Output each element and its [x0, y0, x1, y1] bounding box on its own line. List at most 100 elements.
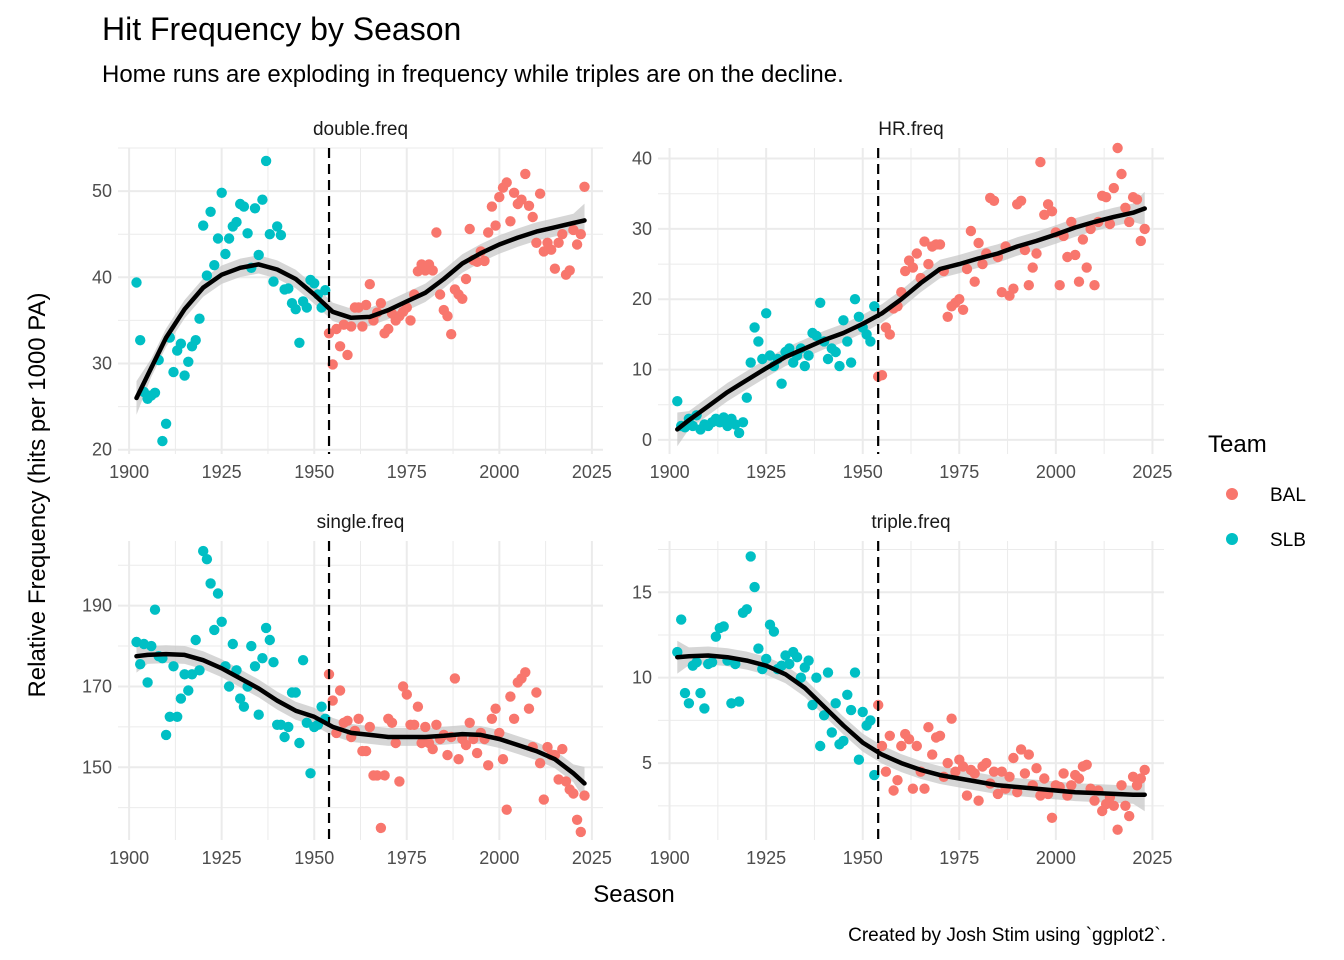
point-slb	[710, 631, 722, 642]
point-slb	[842, 336, 853, 347]
panels: 1900 1925 1950 1975 2000 202520304050double.f…	[82, 119, 1172, 868]
legend-title: Team	[1208, 431, 1267, 458]
point-bal	[1124, 216, 1135, 228]
point-slb	[857, 706, 868, 718]
point-slb	[179, 370, 190, 381]
point-bal	[1066, 780, 1077, 791]
x-tick-label: 2025	[572, 462, 612, 482]
point-slb	[168, 366, 179, 378]
point-slb	[183, 356, 194, 367]
point-slb	[264, 634, 275, 646]
x-tick-label: 2025	[572, 848, 612, 868]
point-bal	[1073, 773, 1085, 784]
point-bal	[927, 749, 938, 760]
point-slb	[679, 687, 691, 699]
point-bal	[397, 681, 409, 692]
y-tick-label: 20	[632, 289, 652, 309]
x-tick-label: 1950	[843, 462, 883, 482]
point-bal	[907, 783, 919, 794]
point-bal	[1031, 248, 1042, 259]
y-tick-label: 30	[632, 219, 652, 239]
point-bal	[542, 741, 553, 753]
point-bal	[1062, 251, 1073, 263]
point-bal	[892, 775, 903, 786]
y-tick-label: 190	[82, 596, 112, 616]
point-bal	[988, 766, 1000, 777]
point-slb	[235, 693, 246, 704]
point-bal	[934, 239, 946, 250]
point-slb	[260, 155, 272, 167]
point-slb	[830, 346, 841, 358]
smooth-line	[675, 206, 1147, 432]
point-bal	[996, 766, 1007, 777]
point-bal	[534, 188, 546, 199]
smooth-line	[134, 651, 587, 786]
x-axis-title: Season	[593, 881, 674, 908]
point-slb	[761, 308, 772, 319]
point-bal	[571, 814, 583, 825]
point-bal	[420, 721, 431, 733]
x-tick-label: 1900	[109, 462, 149, 482]
point-bal	[1004, 771, 1015, 782]
point-bal	[1035, 156, 1046, 168]
point-slb	[803, 655, 814, 666]
point-slb	[238, 701, 250, 712]
point-bal	[497, 754, 509, 765]
point-bal	[1124, 810, 1135, 822]
point-slb	[815, 297, 826, 308]
point-bal	[479, 255, 490, 267]
point-bal	[434, 289, 446, 300]
point-slb	[179, 669, 190, 680]
point-bal	[1054, 280, 1065, 291]
point-bal	[379, 770, 390, 781]
point-bal	[973, 237, 984, 249]
point-slb	[135, 659, 146, 670]
point-bal	[334, 685, 346, 696]
point-bal	[1039, 773, 1050, 784]
x-tick-label: 1950	[294, 848, 334, 868]
point-slb	[272, 221, 283, 232]
point-slb	[718, 412, 729, 423]
point-bal	[884, 329, 895, 340]
point-slb	[149, 387, 161, 398]
point-bal	[1131, 194, 1143, 205]
point-bal	[896, 740, 907, 752]
point-bal	[1135, 235, 1147, 247]
point-slb	[838, 315, 849, 326]
point-bal	[888, 785, 899, 796]
y-tick-label: 170	[82, 676, 112, 696]
point-slb	[776, 378, 787, 389]
point-slb	[753, 336, 764, 347]
point-bal	[1058, 768, 1069, 779]
point-slb	[268, 657, 279, 668]
point-slb	[194, 665, 205, 676]
point-slb	[784, 343, 795, 354]
facet-label: single.freq	[317, 512, 405, 533]
confidence-band	[136, 639, 585, 800]
y-tick-label: 10	[632, 668, 652, 688]
point-bal	[546, 244, 557, 255]
point-slb	[290, 304, 301, 315]
point-bal	[923, 258, 934, 270]
point-slb	[227, 638, 238, 650]
point-bal	[1015, 744, 1027, 755]
y-tick-label: 40	[632, 149, 652, 169]
point-slb	[168, 661, 179, 672]
point-bal	[1108, 800, 1120, 811]
point-slb	[753, 643, 764, 654]
point-slb	[279, 731, 290, 743]
point-slb	[205, 578, 216, 589]
point-slb	[706, 657, 718, 668]
point-slb	[201, 554, 213, 565]
point-bal	[494, 191, 505, 203]
point-bal	[442, 310, 453, 322]
y-tick-label: 10	[632, 360, 652, 380]
point-slb	[838, 735, 849, 747]
point-slb	[160, 418, 172, 429]
point-slb	[811, 330, 822, 341]
smooth-line	[675, 653, 1147, 797]
point-bal	[957, 761, 969, 772]
point-slb	[260, 622, 272, 634]
x-tick-label: 1925	[202, 462, 242, 482]
x-tick-label: 2000	[1036, 462, 1076, 482]
